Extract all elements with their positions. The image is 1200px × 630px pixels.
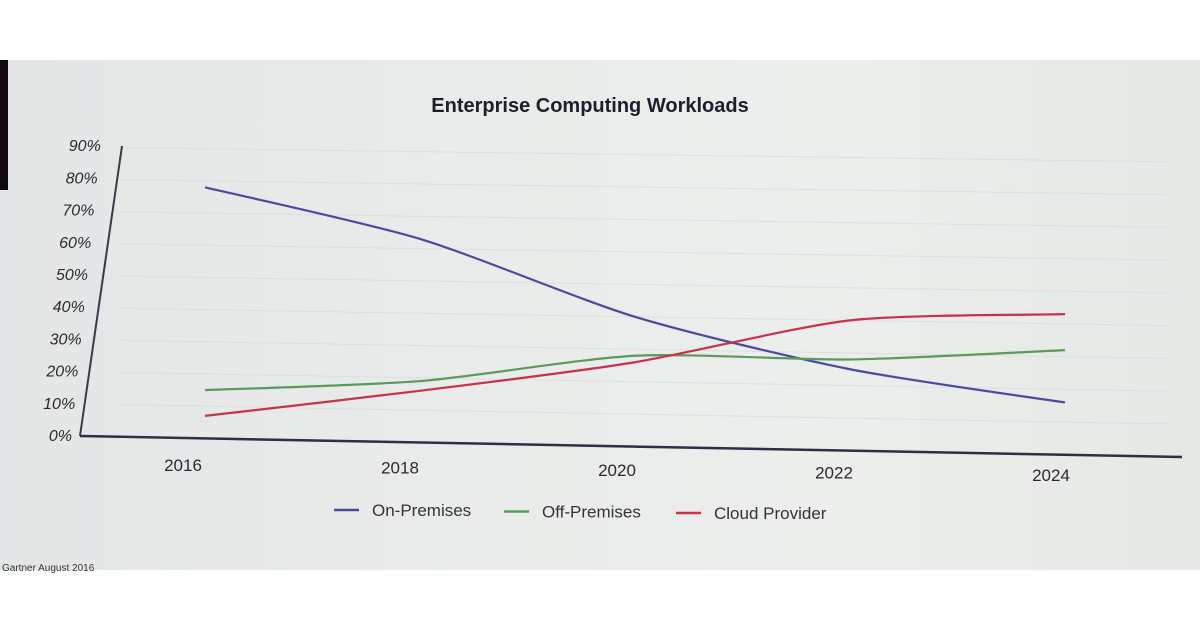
y-tick-label: 60% (59, 235, 91, 252)
x-axis-line (79, 434, 1183, 459)
y-tick-label: 0% (49, 428, 72, 445)
gridline (119, 307, 1171, 327)
gridline (119, 371, 1171, 392)
source-note: Gartner August 2016 (2, 563, 95, 574)
x-tick-label: 2022 (815, 464, 853, 483)
legend-label-off-premises: Off-Premises (542, 503, 641, 522)
y-tick-label: 10% (43, 396, 75, 413)
gridlines (119, 147, 1171, 425)
gridline (119, 179, 1171, 196)
y-tick-label: 90% (69, 138, 101, 155)
chart-title: Enterprise Computing Workloads (431, 95, 748, 117)
gridline (119, 211, 1171, 228)
x-tick-label: 2024 (1032, 466, 1070, 485)
legend-label-cloud-provider: Cloud Provider (714, 504, 827, 523)
x-axis-ticks: 2016 2018 2020 2022 2024 (164, 456, 1070, 485)
y-tick-label: 30% (50, 331, 82, 348)
legend: On-Premises Off-Premises Cloud Provider (334, 501, 827, 523)
series-line-cloud-provider (204, 313, 1066, 417)
y-tick-label: 40% (53, 299, 85, 316)
series-line-on-premises (204, 186, 1066, 404)
x-tick-label: 2020 (598, 461, 636, 480)
x-tick-label: 2016 (164, 456, 202, 475)
legend-label-on-premises: On-Premises (372, 501, 471, 520)
y-axis-line (79, 145, 123, 437)
y-tick-label: 70% (62, 203, 94, 220)
x-tick-label: 2018 (381, 459, 419, 478)
series-lines (204, 186, 1066, 417)
gridline (119, 404, 1171, 425)
gridline (119, 147, 1171, 163)
y-tick-label: 20% (45, 364, 78, 381)
axes (79, 145, 1183, 459)
screen-bezel (0, 60, 8, 190)
y-tick-label: 50% (56, 267, 88, 284)
gridline (119, 243, 1171, 261)
y-tick-label: 80% (66, 170, 98, 187)
y-axis-ticks: 0% 10% 20% 30% 40% 50% 60% 70% 80% 90% (43, 138, 101, 445)
gridline (119, 275, 1171, 294)
gridline (119, 339, 1171, 359)
